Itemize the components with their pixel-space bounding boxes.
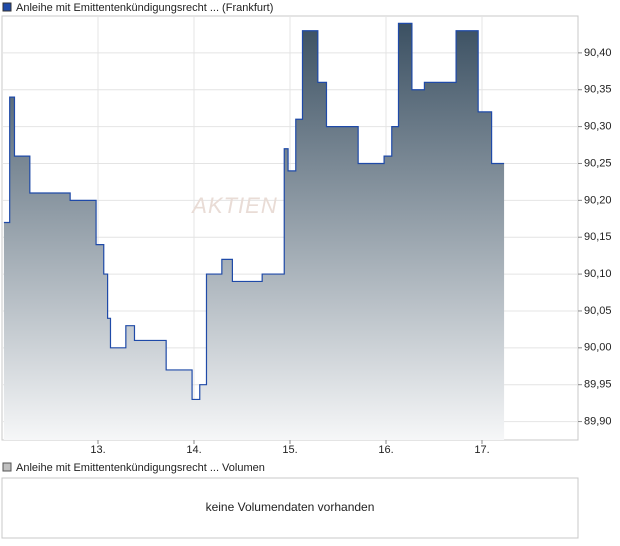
y-tick-label: 89,95: [584, 379, 612, 391]
x-tick-label: 13.: [90, 444, 105, 456]
y-tick-label: 90,05: [584, 305, 612, 317]
x-tick-label: 15.: [282, 444, 297, 456]
y-tick-label: 89,90: [584, 415, 612, 427]
watermark: AKTIEN: [190, 193, 277, 218]
line: [3, 22, 505, 401]
y-tick-label: 90,40: [584, 47, 612, 59]
volume-message: keine Volumendaten vorhanden: [206, 500, 375, 514]
y-tick-label: 90,15: [584, 231, 612, 243]
y-tick-label: 90,25: [584, 157, 612, 169]
area: [3, 23, 505, 441]
legend-swatch: [2, 2, 12, 12]
y-tick-label: 90,35: [584, 84, 612, 96]
x-tick-label: 16.: [378, 444, 393, 456]
volume-frame: [1, 477, 579, 539]
x-tick-label: 14.: [186, 444, 201, 456]
volume-legend-swatch: [2, 462, 12, 472]
y-tick-label: 90,10: [584, 268, 612, 280]
volume-legend-label: Anleihe mit Emittentenkündigungsrecht ..…: [16, 462, 265, 474]
legend-label: Anleihe mit Emittentenkündigungsrecht ..…: [16, 2, 273, 14]
x-tick-label: 17.: [474, 444, 489, 456]
y-tick-label: 90,30: [584, 121, 612, 133]
y-tick-label: 90,20: [584, 194, 612, 206]
y-tick-label: 90,00: [584, 342, 612, 354]
